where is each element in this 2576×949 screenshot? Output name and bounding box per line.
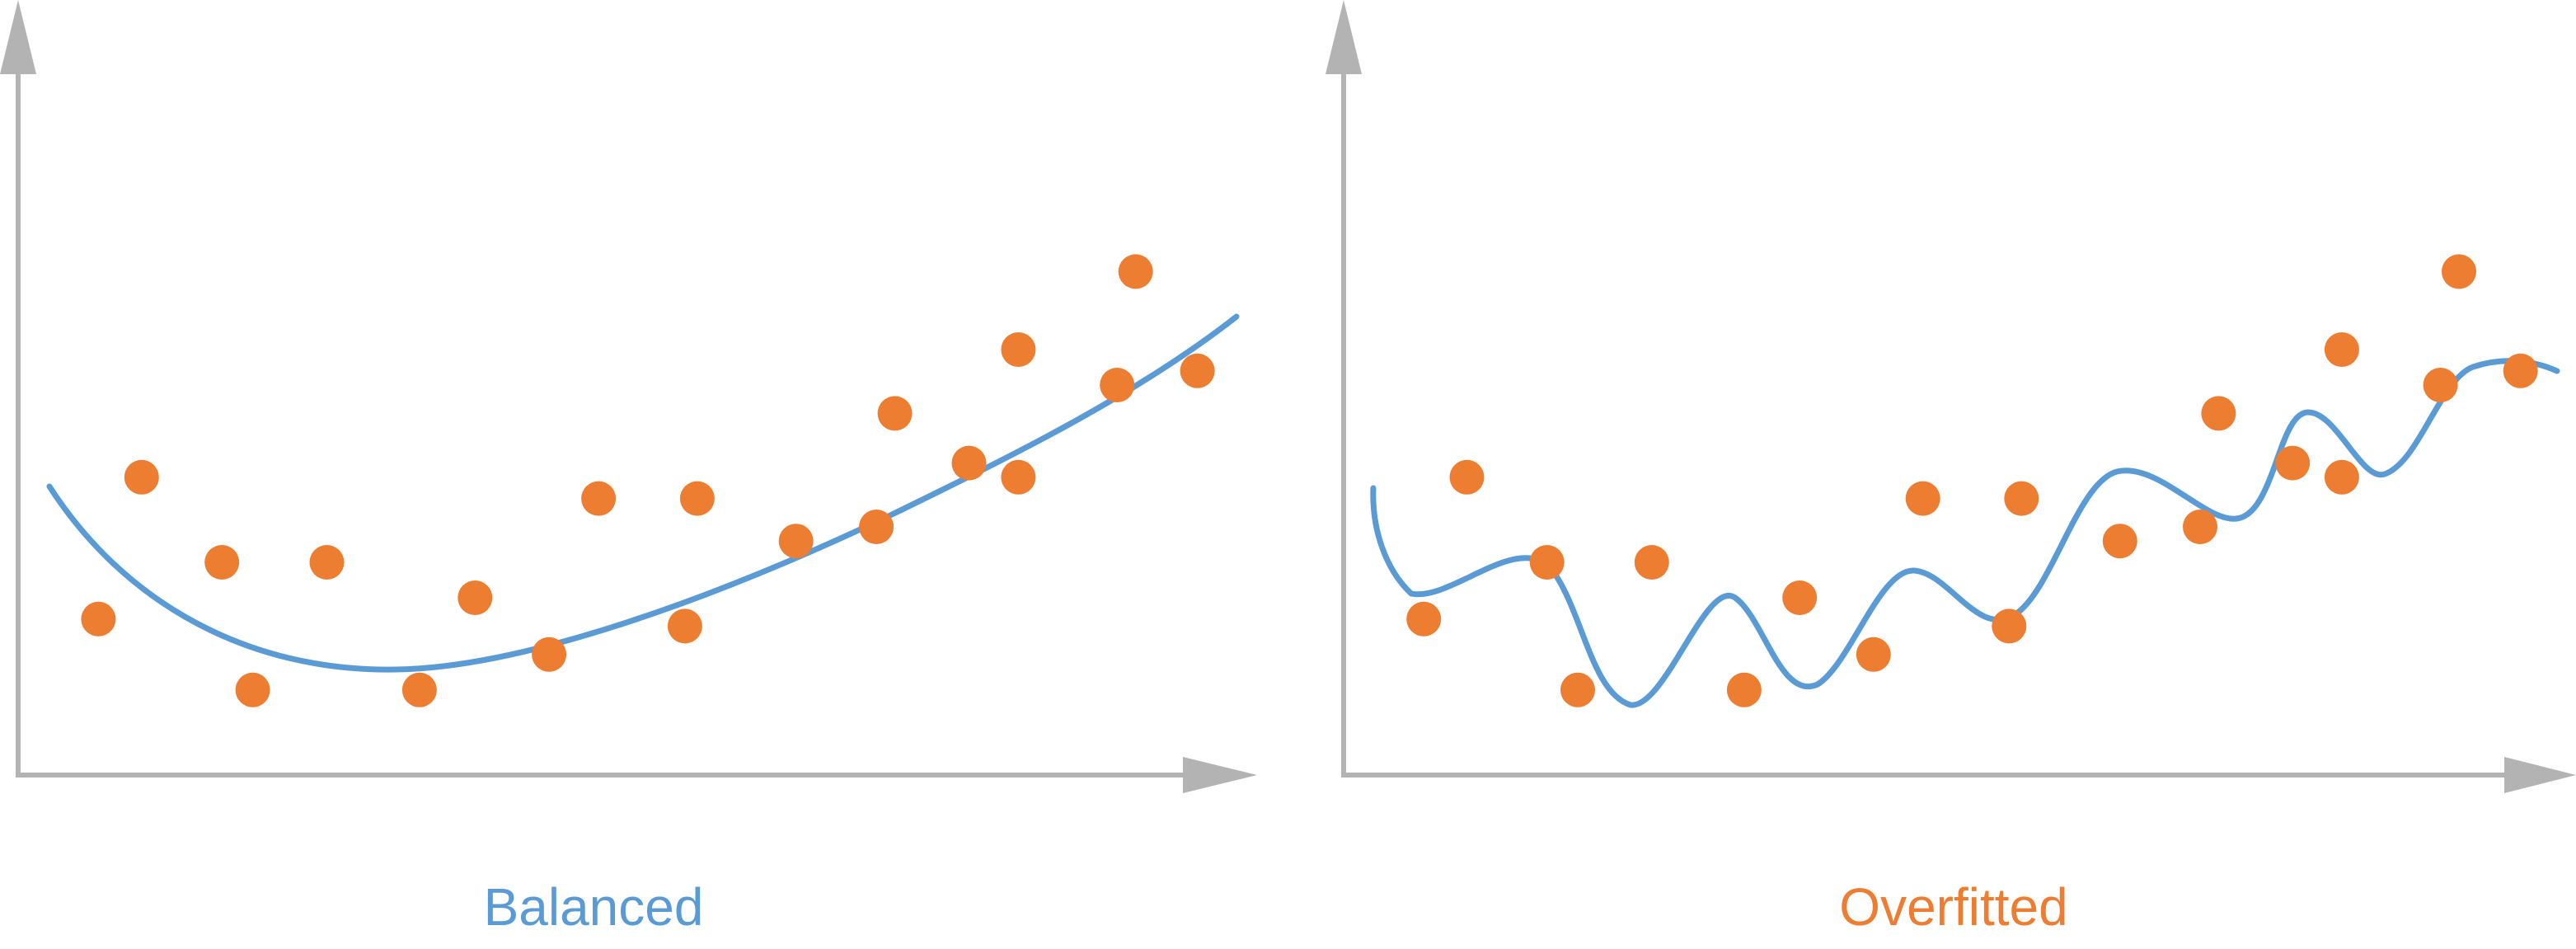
balanced-data-point: [581, 481, 617, 516]
overfitted-data-point: [1529, 545, 1565, 580]
balanced-data-points: [81, 254, 1215, 707]
overfitted-data-point: [1726, 672, 1762, 707]
overfitted-data-point: [1406, 601, 1442, 637]
balanced-data-point: [667, 608, 702, 644]
overfitted-data-point: [1449, 459, 1485, 495]
overfitted-y-axis-arrow: [1326, 0, 1362, 74]
overfitted-data-point: [2503, 353, 2538, 388]
overfitted-data-point: [2423, 368, 2458, 402]
overfitted-fit-curve: [1370, 358, 2560, 708]
balanced-y-axis-arrow: [0, 0, 36, 74]
balanced-data-point: [1180, 353, 1215, 388]
balanced-data-point: [309, 545, 345, 580]
overfitted-x-axis-arrow: [2504, 757, 2576, 793]
overfitted-data-point: [2442, 254, 2476, 289]
balanced-data-point: [951, 445, 987, 481]
overfitted-data-point: [2324, 459, 2359, 495]
overfitted-data-point: [1634, 545, 1669, 580]
balanced-data-point: [532, 637, 567, 672]
overfitted-panel: [1326, 0, 2576, 793]
overfitted-data-point: [1560, 672, 1595, 707]
overfitted-data-point: [1856, 637, 1891, 672]
balanced-data-point: [235, 672, 270, 707]
balanced-fit-curve: [46, 313, 1240, 673]
balanced-data-point: [1001, 332, 1036, 367]
overfitted-data-points: [1406, 254, 2538, 707]
overfitted-data-point: [2183, 510, 2217, 544]
overfitted-data-point: [1782, 580, 1818, 615]
balanced-data-point: [81, 601, 116, 637]
balanced-data-point: [457, 580, 493, 615]
overfitted-data-point: [2102, 524, 2137, 559]
balanced-data-point: [401, 672, 437, 707]
balanced-data-point: [124, 459, 159, 495]
balanced-data-point: [679, 481, 715, 516]
overfitted-data-point: [2201, 396, 2236, 431]
balanced-x-axis-arrow: [1183, 757, 1257, 793]
balanced-data-point: [778, 524, 814, 559]
overfitted-data-point: [2324, 332, 2359, 367]
balanced-data-point: [877, 396, 913, 431]
balanced-data-point: [1001, 459, 1036, 495]
overfitted-data-point: [1992, 608, 2027, 644]
overfitted-label: Overfitted: [1839, 877, 2068, 937]
balanced-data-point: [1118, 254, 1153, 289]
overfitted-data-point: [1905, 481, 1940, 516]
balanced-data-point: [1100, 368, 1135, 402]
overfitted-data-point: [2004, 481, 2039, 516]
overfitted-data-point: [2275, 445, 2311, 481]
balanced-label: Balanced: [483, 877, 704, 937]
balanced-panel: [0, 0, 1257, 793]
balanced-data-point: [859, 510, 894, 544]
balanced-data-point: [204, 545, 240, 580]
